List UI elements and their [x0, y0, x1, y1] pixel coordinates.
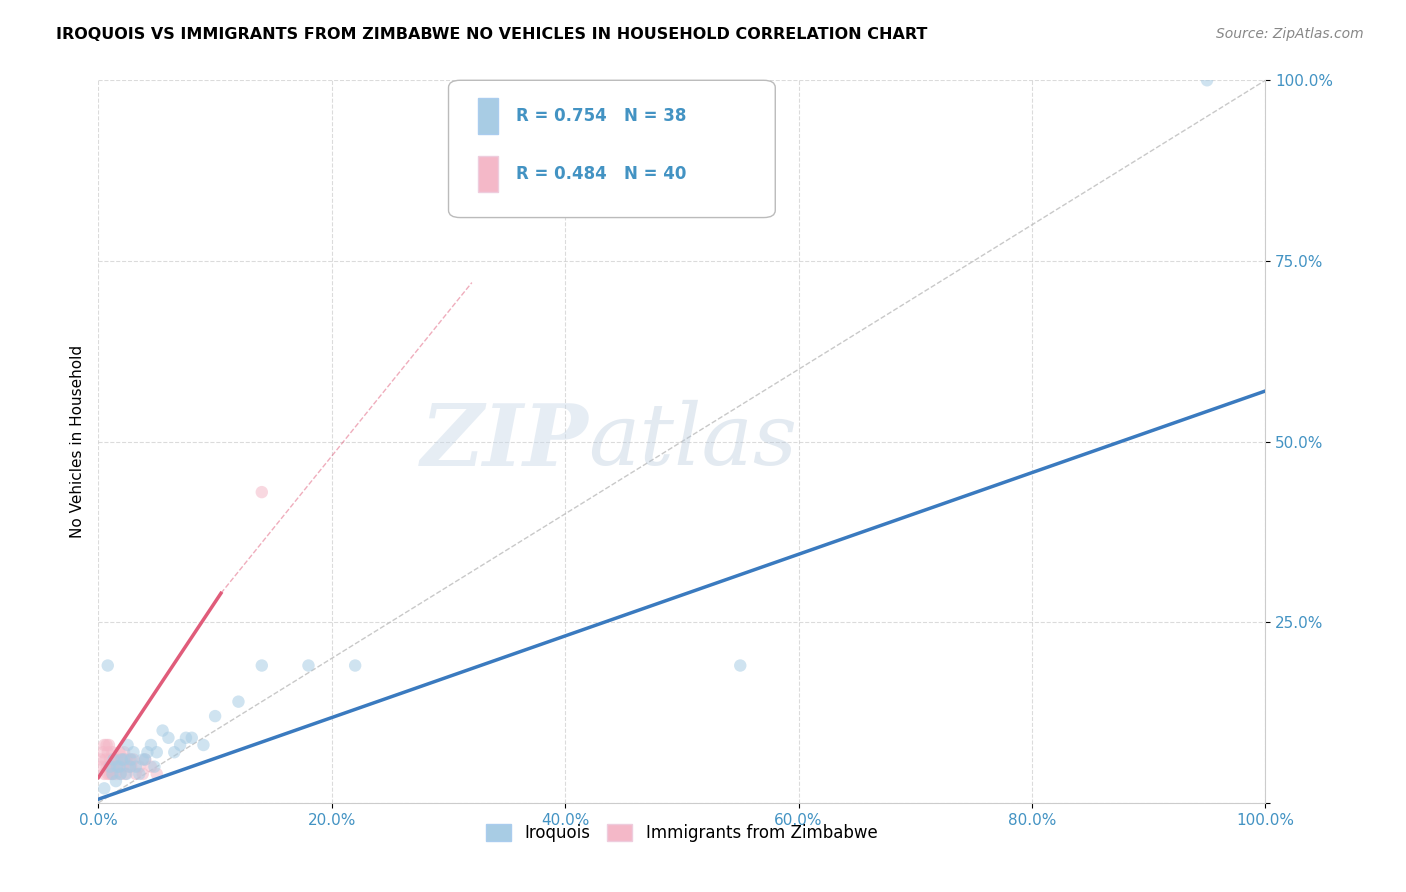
- Point: [103, 760, 125, 774]
- Point: [112, 752, 135, 766]
- Point: [204, 709, 226, 723]
- Point: [120, 752, 142, 766]
- Point: [344, 658, 367, 673]
- Legend: Iroquois, Immigrants from Zimbabwe: Iroquois, Immigrants from Zimbabwe: [479, 817, 884, 848]
- Point: [730, 658, 752, 673]
- Point: [143, 760, 166, 774]
- Point: [115, 767, 138, 781]
- Point: [111, 752, 134, 766]
- Text: R = 0.484   N = 40: R = 0.484 N = 40: [516, 165, 686, 183]
- Point: [111, 752, 134, 766]
- Point: [132, 752, 155, 766]
- Point: [90, 752, 112, 766]
- Point: [115, 752, 138, 766]
- Point: [146, 767, 169, 781]
- Point: [108, 745, 131, 759]
- Point: [97, 745, 120, 759]
- Point: [107, 760, 129, 774]
- Point: [174, 731, 197, 745]
- Point: [122, 752, 145, 766]
- Point: [101, 767, 124, 781]
- Point: [90, 760, 112, 774]
- Point: [118, 760, 141, 774]
- Point: [108, 760, 131, 774]
- Point: [157, 731, 180, 745]
- Point: [97, 760, 120, 774]
- Point: [114, 767, 136, 781]
- Point: [169, 738, 191, 752]
- Point: [97, 767, 120, 781]
- Point: [134, 752, 156, 766]
- Text: ZIP: ZIP: [420, 400, 589, 483]
- Point: [100, 760, 122, 774]
- Point: [125, 760, 148, 774]
- Point: [98, 767, 121, 781]
- FancyBboxPatch shape: [449, 80, 775, 218]
- Point: [103, 752, 125, 766]
- Point: [120, 760, 142, 774]
- Point: [128, 760, 150, 774]
- Text: IROQUOIS VS IMMIGRANTS FROM ZIMBABWE NO VEHICLES IN HOUSEHOLD CORRELATION CHART: IROQUOIS VS IMMIGRANTS FROM ZIMBABWE NO …: [56, 27, 928, 42]
- Point: [180, 731, 202, 745]
- Point: [104, 774, 127, 789]
- Bar: [478, 98, 498, 135]
- Point: [93, 781, 115, 796]
- Point: [139, 738, 162, 752]
- Point: [104, 767, 127, 781]
- Point: [93, 738, 115, 752]
- Point: [122, 745, 145, 759]
- Point: [94, 752, 117, 766]
- Point: [91, 745, 114, 759]
- Point: [98, 752, 121, 766]
- Point: [163, 745, 186, 759]
- Y-axis label: No Vehicles in Household: No Vehicles in Household: [69, 345, 84, 538]
- Text: Source: ZipAtlas.com: Source: ZipAtlas.com: [1216, 27, 1364, 41]
- Point: [97, 738, 120, 752]
- Point: [152, 723, 174, 738]
- Point: [125, 767, 148, 781]
- Point: [250, 658, 273, 673]
- Point: [128, 767, 150, 781]
- Point: [104, 752, 127, 766]
- Point: [136, 745, 159, 759]
- Point: [96, 760, 118, 774]
- Point: [117, 760, 139, 774]
- Point: [98, 760, 121, 774]
- Point: [134, 752, 156, 766]
- Point: [250, 485, 273, 500]
- Point: [228, 695, 250, 709]
- Point: [118, 752, 141, 766]
- Point: [1195, 73, 1218, 87]
- Point: [105, 760, 128, 774]
- Point: [193, 738, 215, 752]
- Point: [112, 745, 135, 759]
- Point: [132, 767, 155, 781]
- Point: [96, 738, 118, 752]
- Point: [117, 738, 139, 752]
- Point: [101, 767, 124, 781]
- Point: [93, 767, 115, 781]
- Point: [146, 745, 169, 759]
- Point: [110, 767, 132, 781]
- Point: [110, 767, 132, 781]
- Text: atlas: atlas: [589, 401, 797, 483]
- Point: [297, 658, 319, 673]
- Point: [101, 745, 124, 759]
- Point: [111, 760, 134, 774]
- Bar: [478, 156, 498, 193]
- Point: [97, 658, 120, 673]
- Point: [139, 760, 162, 774]
- Point: [105, 752, 128, 766]
- Text: R = 0.754   N = 38: R = 0.754 N = 38: [516, 107, 686, 126]
